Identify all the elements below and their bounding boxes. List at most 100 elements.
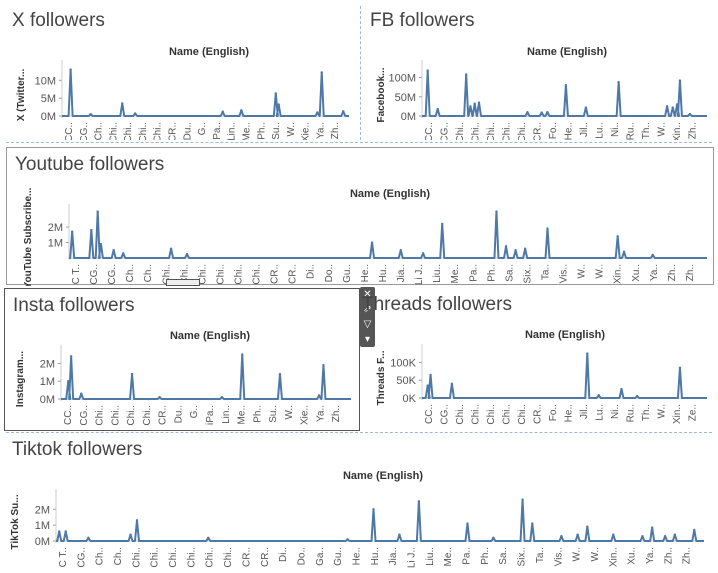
x-tick-label: Ya.. [649, 264, 660, 281]
youtube-followers-panel[interactable]: Youtube followers Name (English) YouTube… [6, 147, 715, 286]
open-external-icon[interactable]: ⇗ [363, 304, 372, 315]
data-point [99, 242, 103, 246]
x-tick-label: C T.. [71, 264, 82, 284]
x-tick-label: Chi.. [517, 404, 528, 425]
data-point [220, 396, 224, 399]
x-tick-label: CG.. [107, 264, 118, 285]
data-point [597, 393, 600, 397]
data-point [564, 84, 568, 87]
data-point [576, 533, 579, 536]
data-point [67, 380, 70, 383]
y-tick-label: 50M [395, 92, 416, 104]
dropdown-icon[interactable]: ▾ [364, 334, 371, 345]
x-tick-label: Chi.. [153, 122, 164, 140]
x-tick-label: Gu.. [333, 547, 344, 566]
x-tick-label: Chi.. [205, 547, 216, 568]
data-point [399, 249, 402, 252]
data-point [426, 384, 429, 387]
data-point [112, 249, 115, 252]
x-tick-label: Chi.. [455, 122, 466, 140]
data-point [521, 498, 524, 501]
threads-followers-chart[interactable]: Threads F... 100K 50K 0K CC.. CG.. Chi.. Chi.. C… [362, 288, 714, 431]
x-tick-label: G.. [197, 122, 208, 135]
x-tick-label: Th.. [641, 404, 652, 421]
x-tick-label: Ch.. [95, 547, 106, 565]
x-tick-label: He.. [351, 547, 362, 565]
scroll-handle[interactable] [166, 279, 200, 286]
insta-followers-chart[interactable]: Instagram... 2M 1M 0M CC.. CG.. Chi.. Chi.. Chi.… [5, 289, 361, 432]
x-tick-label: Six.. [517, 547, 528, 566]
data-point [241, 353, 244, 356]
x-tick-label: CR.. [260, 547, 271, 567]
x-tick-label: CR.. [533, 404, 544, 424]
x-tick-label: CC.. [424, 122, 435, 140]
x-tick-label: Ph.. [252, 405, 263, 423]
threads-followers-panel[interactable]: Threads followers Name (English) Threads… [362, 288, 714, 431]
x-tick-label: Xie.. [301, 122, 312, 140]
insta-followers-panel[interactable]: Insta followers Name (English) Instagram… [4, 288, 360, 431]
x-tick-label: CR.. [168, 122, 179, 140]
data-point [492, 536, 495, 540]
x-tick-label: Xin.. [613, 264, 624, 284]
x-tick-label: Chi.. [179, 264, 190, 285]
data-point [169, 247, 173, 250]
x-tick-label: Chi.. [161, 264, 172, 285]
x-tick-label: Di.. [278, 547, 289, 562]
x-tick-label: Vis.. [559, 264, 570, 283]
x-tick-label: Chi.. [123, 122, 134, 140]
x-tick-label: CR.. [533, 122, 544, 140]
y-tick-label: 0M [40, 394, 55, 406]
x-followers-panel[interactable]: X followers Name (English) X (Twitter...… [4, 4, 358, 140]
horizontal-divider [6, 432, 712, 433]
filter-icon[interactable]: ▽ [363, 319, 372, 330]
x-tick-label: Chi.. [126, 405, 137, 426]
x-tick-label: CC.. [63, 405, 74, 425]
close-icon[interactable]: ✕ [363, 289, 372, 300]
y-axis-title: X (Twitter... [16, 68, 27, 121]
x-tick-label: Ch.. [113, 547, 124, 565]
x-tick-label: Chi.. [108, 122, 119, 140]
x-tick-label: Lin.. [221, 405, 232, 424]
x-tick-label: He.. [564, 122, 575, 140]
data-point [70, 230, 74, 233]
x-tick-label: Ta.. [540, 264, 551, 280]
x-tick-label: W.. [657, 122, 668, 136]
x-tick-label: Chi.. [502, 122, 513, 140]
data-point [89, 113, 92, 116]
tiktok-followers-chart[interactable]: TikTok Su... 2M 1M 0M C T.. CG.. Ch.. Ch.. Chi..… [4, 433, 714, 571]
x-tick-label: Chi.. [215, 264, 226, 285]
y-axis-title: YouTube Subscribe... [23, 187, 34, 286]
youtube-followers-chart[interactable]: YouTube Subscribe... 2M 1M C T.. CG.. CG.. Ch.… [7, 148, 715, 286]
y-tick-label: 0M [35, 536, 50, 548]
data-point [130, 372, 134, 376]
data-point [274, 92, 278, 95]
x-tick-label: Ya.. [645, 547, 656, 564]
x-tick-label: Chi.. [142, 405, 153, 426]
x-tick-label: CR.. [241, 547, 252, 567]
x-tick-label: CG.. [440, 122, 451, 140]
x-tick-label: Zh.. [685, 264, 696, 281]
data-point [316, 111, 319, 114]
data-point [546, 110, 549, 114]
x-tick-label: Ta.. [535, 547, 546, 563]
horizontal-divider [6, 142, 712, 143]
fb-followers-panel[interactable]: FB followers Name (English) Facebook... 1… [362, 4, 714, 140]
x-tick-label: CG.. [89, 264, 100, 285]
x-tick-label: CC.. [424, 404, 435, 424]
x-tick-label: Me.. [241, 122, 252, 140]
panel-title: X followers [12, 10, 105, 31]
data-point [277, 103, 280, 106]
x-tick-label: iPa.. [205, 405, 216, 425]
data-point [317, 394, 321, 397]
x-tick-label: Li J.. [414, 264, 425, 285]
x-tick-label: CC.. [64, 122, 75, 140]
x-tick-label: Jil.. [579, 122, 590, 137]
data-point [464, 73, 468, 76]
x-tick-label: Ze.. [688, 404, 699, 421]
tiktok-followers-panel[interactable]: Tiktok followers Name (English) TikTok S… [4, 433, 714, 571]
data-point [87, 536, 90, 540]
x-tick-label: Me.. [450, 264, 461, 283]
x-tick-label: Lu.. [595, 122, 606, 139]
fb-followers-chart[interactable]: Facebook... 100M 50M 0M CC.. CG.. Chi.. Chi.. Ch… [362, 4, 714, 140]
